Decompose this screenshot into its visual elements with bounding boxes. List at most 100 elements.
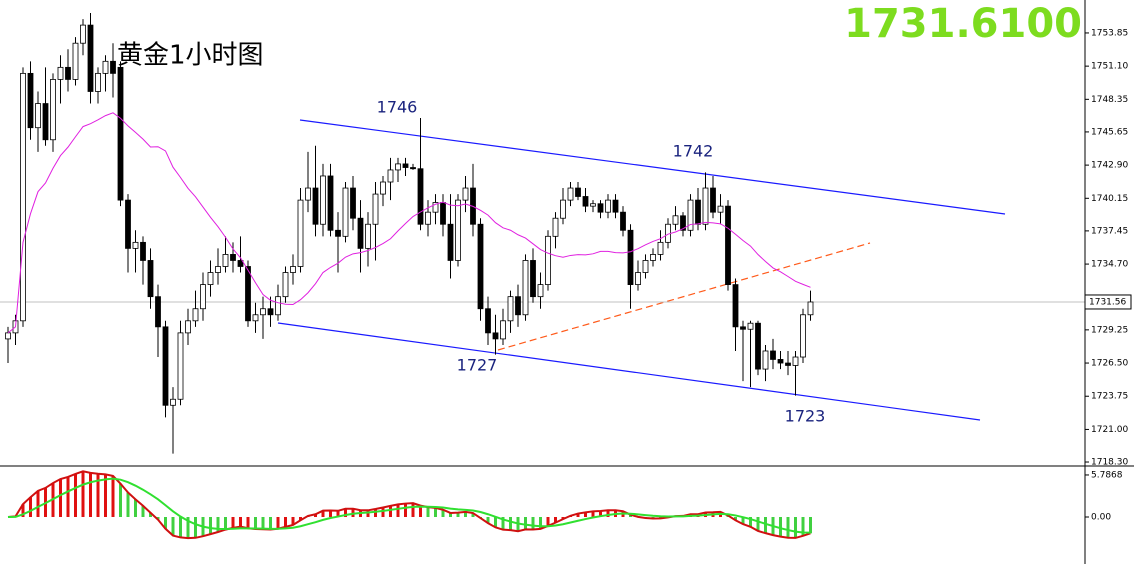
- macd-bar: [629, 514, 632, 517]
- macd-bar: [756, 517, 760, 531]
- macd-bar: [734, 517, 737, 521]
- candle-body: [612, 199, 619, 213]
- candle-body: [560, 199, 566, 219]
- candle-body: [747, 322, 754, 330]
- candle-body: [395, 163, 401, 171]
- macd-bar: [374, 508, 377, 517]
- candle-body: [402, 163, 409, 168]
- candle-body: [117, 66, 124, 201]
- candle-body: [155, 296, 161, 328]
- macd-bar: [59, 479, 62, 517]
- macd-bar: [329, 510, 332, 517]
- macd-bar: [141, 505, 145, 517]
- macd-bar: [81, 471, 85, 517]
- macd-bar: [809, 517, 812, 534]
- macd-bar: [209, 517, 212, 535]
- plot: 1753.85 1751.10 1748.35 1745.65 1742.90 1740.…: [0, 13, 1132, 540]
- candle-body: [27, 72, 34, 129]
- macd-bar: [764, 517, 767, 534]
- y-tick-label: 1726.50: [1091, 359, 1128, 369]
- candle-body: [42, 103, 49, 141]
- macd-bar: [164, 517, 167, 529]
- candle-body: [357, 217, 364, 249]
- macd-bar: [224, 517, 227, 530]
- annotation: 1723: [785, 407, 826, 426]
- macd-bar: [246, 517, 250, 529]
- candle-body: [215, 266, 221, 273]
- candle-body: [507, 296, 514, 322]
- candle-body: [102, 60, 109, 74]
- candle-body: [110, 60, 116, 74]
- y-tick-label: 1718.30: [1091, 458, 1128, 468]
- candle-body: [320, 175, 326, 225]
- candle-body: [687, 199, 694, 231]
- macd-bar: [531, 517, 535, 530]
- y-tick-label: 1753.85: [1091, 28, 1128, 38]
- candle-body: [597, 203, 604, 213]
- y-tick-label: 1734.70: [1091, 260, 1128, 270]
- candle-body: [725, 205, 731, 285]
- macd-bar: [749, 517, 752, 527]
- candle-body: [575, 187, 581, 197]
- candle-body: [477, 223, 484, 310]
- channel-lower: [277, 322, 981, 421]
- macd-bar: [584, 512, 587, 517]
- candle-body: [185, 320, 191, 334]
- macd-bar: [29, 497, 32, 517]
- macd-bar: [434, 507, 437, 517]
- chart-title: 黄金1小时图: [117, 41, 264, 71]
- signal-line: [7, 477, 811, 534]
- candle-body: [335, 229, 341, 237]
- macd-bar: [104, 474, 107, 517]
- macd-bar: [126, 492, 130, 517]
- candle-body: [282, 272, 289, 298]
- candle-body: [440, 202, 446, 225]
- candle-body: [702, 187, 709, 225]
- candle-body: [200, 284, 206, 310]
- macd-bar: [96, 473, 100, 517]
- candle-body: [710, 187, 716, 213]
- candle-body: [530, 260, 536, 298]
- candle-body: [755, 322, 761, 370]
- candle-body: [372, 193, 379, 225]
- price-label: 1731.6100: [844, 1, 1082, 47]
- macd-bar: [21, 504, 25, 517]
- candle-body: [567, 187, 574, 201]
- macd-bar: [171, 517, 175, 536]
- macd-bar: [284, 517, 287, 527]
- macd-bar: [486, 517, 490, 524]
- macd-bar: [786, 517, 790, 538]
- macd-bar: [231, 517, 235, 528]
- candle-body: [50, 79, 56, 141]
- macd-bar: [216, 517, 220, 532]
- candle-body: [680, 215, 686, 231]
- y-tick-label: 1748.35: [1091, 95, 1128, 105]
- macd-bar: [366, 510, 370, 517]
- macd-bar: [576, 513, 580, 517]
- annotation: 1727: [457, 356, 498, 375]
- candle-body: [492, 332, 499, 340]
- macd-bar: [801, 517, 805, 536]
- macd-bar: [509, 517, 512, 531]
- macd-bar: [299, 517, 302, 521]
- candle-body: [642, 260, 649, 273]
- macd-bar: [794, 517, 797, 538]
- candle-body: [275, 296, 281, 316]
- macd-bar: [606, 510, 610, 517]
- y-tick-label: 1740.15: [1091, 194, 1128, 204]
- candle-body: [170, 398, 176, 406]
- macd-bar: [321, 510, 325, 517]
- macd-bar: [179, 517, 182, 538]
- candle-body: [447, 223, 454, 261]
- macd-bar: [336, 510, 340, 517]
- candle-body: [462, 187, 469, 201]
- candle-body: [80, 24, 86, 44]
- macd-bar: [494, 517, 497, 528]
- macd-bar: [314, 514, 317, 517]
- candle-body: [380, 181, 386, 195]
- last-price-box: [1084, 294, 1132, 310]
- macd-bar: [546, 517, 550, 526]
- y-tick-label: 1751.10: [1091, 62, 1128, 72]
- candle-body: [417, 168, 424, 225]
